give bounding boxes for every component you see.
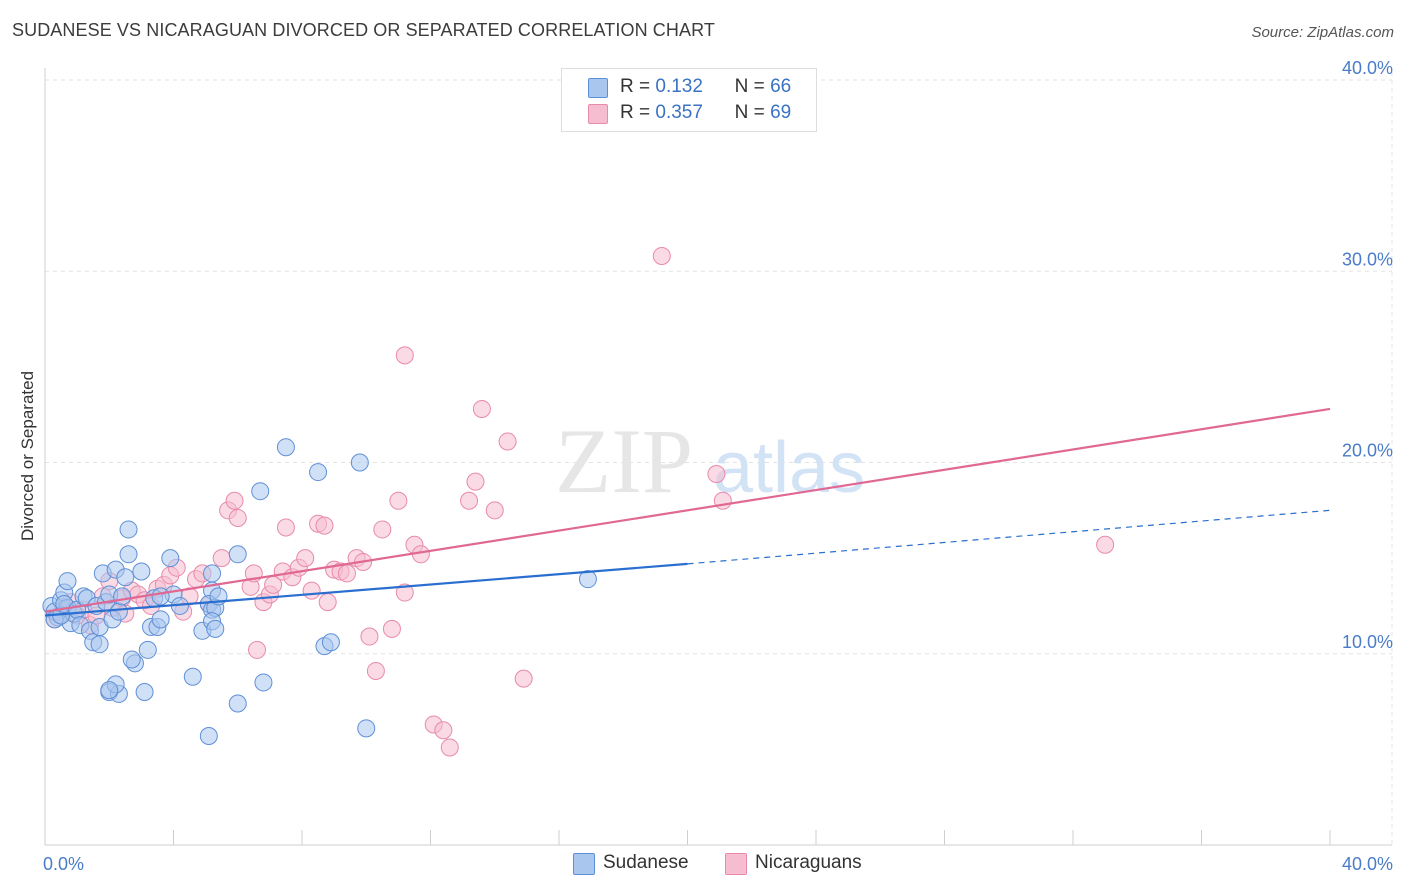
nicaraguan-point xyxy=(212,549,231,568)
sudanese-point xyxy=(122,650,141,669)
legend-n-label: N = xyxy=(734,76,765,97)
sudanese-point xyxy=(119,545,138,564)
sudanese-point xyxy=(151,610,170,629)
sudanese-point xyxy=(100,681,119,700)
sudanese-point xyxy=(276,438,295,457)
nicaraguan-point xyxy=(485,501,504,520)
nicaraguan-point xyxy=(373,520,392,539)
nicaraguan-point xyxy=(395,346,414,365)
nicaraguan-point xyxy=(1096,535,1115,554)
nicaraguan-point xyxy=(460,491,479,510)
source-label: Source: ZipAtlas.com xyxy=(1251,24,1394,41)
watermark: ZIP atlas xyxy=(555,410,865,512)
sudanese-point xyxy=(151,587,170,606)
legend-swatch-nicaraguan xyxy=(588,104,608,124)
grid-lines xyxy=(45,72,1393,845)
sudanese-point xyxy=(183,667,202,686)
bottom-swatch-nicaraguans xyxy=(725,853,747,875)
sudanese-point xyxy=(578,570,597,589)
sudanese-point xyxy=(251,482,270,501)
sudanese-trend-line xyxy=(44,562,688,617)
nicaraguan-point xyxy=(296,549,315,568)
nicaraguan-point xyxy=(466,472,485,491)
legend-r-value: 0.357 xyxy=(655,102,703,123)
sudanese-point xyxy=(357,719,376,738)
nicaraguan-point xyxy=(382,619,401,638)
x-tick-label: 40.0% xyxy=(1342,854,1393,874)
nicaraguan-point xyxy=(440,738,459,757)
nicaraguan-point xyxy=(514,669,533,688)
nicaraguan-trend-line xyxy=(44,407,1331,613)
y-tick-label: 20.0% xyxy=(1342,441,1393,461)
axes xyxy=(44,68,1392,846)
correlation-legend: R = 0.132 N = 66 R = 0.357 N = 69 xyxy=(561,68,817,132)
nicaraguan-point xyxy=(248,640,267,659)
y-axis-label: Divorced or Separated xyxy=(18,371,37,541)
sudanese-point xyxy=(254,673,273,692)
legend-n-label: N = xyxy=(734,102,765,123)
x-tick-label: 0.0% xyxy=(43,854,84,874)
bottom-legend-label: Nicaraguans xyxy=(755,852,862,873)
nicaraguan-point xyxy=(225,491,244,510)
nicaraguan-point xyxy=(315,516,334,535)
sudanese-trend-extension xyxy=(687,509,1331,565)
sudanese-point xyxy=(161,549,180,568)
sudanese-point xyxy=(309,463,328,482)
nicaraguan-point xyxy=(366,661,385,680)
nicaraguan-point xyxy=(337,564,356,583)
sudanese-point xyxy=(206,619,225,638)
sudanese-point xyxy=(116,568,135,587)
nicaraguan-point xyxy=(434,721,453,740)
legend-r-label: R = xyxy=(620,76,651,97)
nicaraguan-point xyxy=(472,399,491,418)
bottom-legend-label: Sudanese xyxy=(603,852,689,873)
sudanese-point xyxy=(135,683,154,701)
sudanese-point xyxy=(203,564,222,583)
nicaraguan-point xyxy=(389,491,408,510)
nicaraguan-point xyxy=(498,432,517,451)
y-tick-label: 30.0% xyxy=(1342,249,1393,269)
nicaraguan-point xyxy=(228,508,247,527)
legend-n-value: 69 xyxy=(770,102,792,123)
sudanese-point xyxy=(58,572,77,591)
legend-r-value: 0.132 xyxy=(655,76,703,97)
nicaraguan-point xyxy=(276,518,295,537)
sudanese-point xyxy=(228,545,247,564)
tick-labels: 10.0% 20.0% 30.0% 40.0% 0.0% 40.0% xyxy=(43,58,1393,874)
bottom-swatch-sudanese xyxy=(573,853,595,875)
legend-r-label: R = xyxy=(620,102,651,123)
sudanese-point xyxy=(90,635,109,654)
sudanese-point xyxy=(321,633,340,652)
sudanese-point xyxy=(199,726,218,745)
nicaraguan-point xyxy=(302,581,321,600)
legend-swatch-sudanese xyxy=(588,78,608,98)
nicaraguan-point xyxy=(707,464,726,483)
chart-title: SUDANESE VS NICARAGUAN DIVORCED OR SEPAR… xyxy=(12,20,715,40)
sudanese-point xyxy=(132,562,151,581)
trend-lines xyxy=(44,407,1331,617)
nicaraguan-point xyxy=(395,583,414,602)
nicaraguan-point xyxy=(652,246,671,265)
sudanese-points xyxy=(42,438,597,745)
sudanese-point xyxy=(138,640,157,659)
sudanese-point xyxy=(228,694,247,713)
nicaraguan-point xyxy=(318,593,337,612)
watermark-atlas: atlas xyxy=(713,428,865,508)
y-tick-label: 10.0% xyxy=(1342,632,1393,652)
y-tick-label: 40.0% xyxy=(1342,58,1393,78)
sudanese-point xyxy=(350,453,369,472)
watermark-zip: ZIP xyxy=(555,410,693,512)
nicaraguan-point xyxy=(360,627,379,646)
legend-n-value: 66 xyxy=(770,76,792,97)
sudanese-point xyxy=(109,602,128,621)
sudanese-point xyxy=(119,520,138,539)
sudanese-point xyxy=(113,587,132,606)
